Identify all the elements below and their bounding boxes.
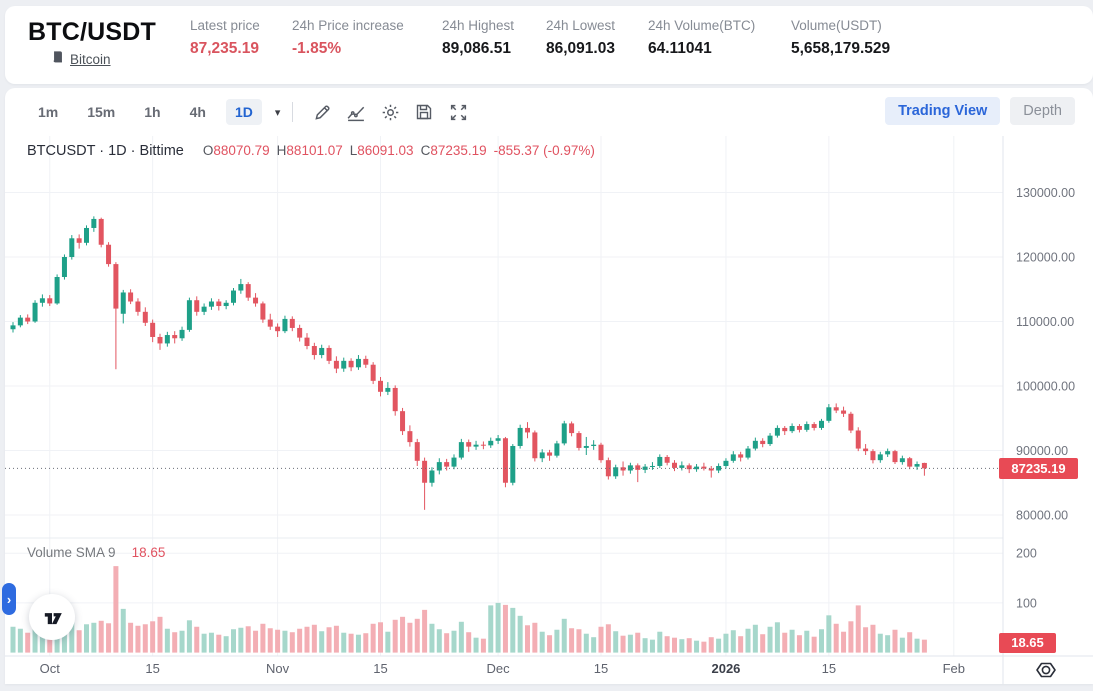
stat-volume-usdt: Volume(USDT) 5,658,179.529 [791,18,891,57]
save-icon[interactable] [407,97,441,127]
svg-text:80000.00: 80000.00 [1016,509,1068,523]
close-value: 87235.19 [430,143,487,158]
svg-text:90000.00: 90000.00 [1016,444,1068,458]
volume-sma-axis-label: 18.65 [999,633,1056,653]
svg-text:15: 15 [594,661,608,676]
interval-15m[interactable]: 15m [87,104,116,120]
volume-legend: Volume SMA 9 18.65 [27,545,166,560]
interval-1d[interactable]: 1D [225,99,262,125]
bitcoin-link[interactable]: Bitcoin [70,52,111,67]
candlestick-chart-canvas[interactable]: Oct 15 Nov 15 Dec 15 2026 15 Feb 130000.00 120000.… [5,136,1093,684]
svg-text:Dec: Dec [487,661,511,676]
svg-text:110000.00: 110000.00 [1016,315,1074,329]
chart-toolbar: 1m 15m 1h 4h 1D ▾ Trading View [5,88,1093,136]
interval-1h[interactable]: 1h [144,104,161,120]
high-value: 88101.07 [286,143,343,158]
toolbar-divider [292,102,294,122]
interval-1m[interactable]: 1m [38,104,59,120]
svg-text:100000.00: 100000.00 [1016,380,1075,394]
low-value: 86091.03 [357,143,414,158]
interval-dropdown-caret[interactable]: ▾ [274,106,281,119]
market-header: BTC/USDT Bitcoin Latest price 87,235.19 … [5,6,1093,84]
svg-text:2026: 2026 [711,661,740,676]
stat-latest-price: Latest price 87,235.19 [190,18,260,57]
tradingview-logo[interactable] [29,594,75,640]
open-value: 88070.79 [213,143,270,158]
svg-text:100: 100 [1016,596,1037,610]
stat-24h-highest: 24h Highest 89,086.51 [442,18,515,57]
svg-text:Oct: Oct [40,661,61,676]
chart-panel: 1m 15m 1h 4h 1D ▾ Trading View [5,88,1093,684]
svg-text:Feb: Feb [943,661,965,676]
drawing-tools-icon[interactable] [305,97,339,127]
svg-text:15: 15 [145,661,159,676]
volume-sma-value: 18.65 [131,545,166,560]
tab-depth[interactable]: Depth [1010,97,1075,125]
ohlc-legend: BTCUSDT · 1D · Bittime O88070.79 H88101.07… [27,143,595,159]
tab-trading-view[interactable]: Trading View [885,97,1001,125]
pair-title: BTC/USDT [28,18,156,46]
change-value: -855.37 (-0.97%) [493,143,595,158]
view-switcher: Trading View Depth [885,97,1075,125]
svg-text:130000.00: 130000.00 [1016,186,1075,200]
last-price-axis-label: 87235.19 [999,458,1078,479]
panel-expander-tab[interactable]: › [2,583,16,615]
interval-4h[interactable]: 4h [189,104,206,120]
pair-subline: Bitcoin [51,50,111,69]
book-icon [51,50,65,69]
svg-text:Nov: Nov [266,661,290,676]
svg-text:120000.00: 120000.00 [1016,251,1075,265]
svg-text:200: 200 [1016,547,1037,561]
price-scale-settings-icon[interactable] [1032,656,1060,684]
symbol-legend: BTCUSDT · 1D · Bittime [27,143,184,159]
stat-24h-change: 24h Price increase -1.85% [292,18,404,57]
svg-text:15: 15 [822,661,836,676]
settings-gear-icon[interactable] [373,97,407,127]
fullscreen-icon[interactable] [441,97,475,127]
svg-text:15: 15 [373,661,387,676]
stat-24h-volume-btc: 24h Volume(BTC) 64.11041 [648,18,756,57]
indicators-icon[interactable] [339,97,373,127]
stat-24h-lowest: 24h Lowest 86,091.03 [546,18,616,57]
